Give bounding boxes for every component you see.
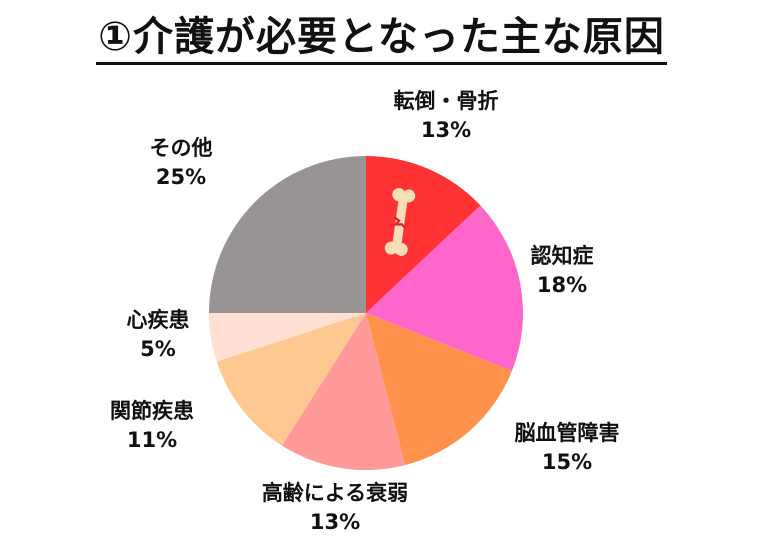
slice-label: 認知症 <box>531 244 594 268</box>
slice-label: 転倒・骨折 <box>394 89 499 113</box>
slice-label: 心疾患 <box>127 308 190 332</box>
slice-label: 関節疾患 <box>110 399 194 423</box>
slice-value-label: 15% <box>542 450 592 474</box>
slice-value-label: 18% <box>537 273 587 297</box>
slice-value-label: 11% <box>127 428 177 452</box>
pie-slice <box>366 313 512 466</box>
slice-value-label: 13% <box>421 118 471 142</box>
slice-label: 高齢による衰弱 <box>262 481 408 505</box>
pie-icons <box>384 188 416 256</box>
pie-slice <box>209 313 366 362</box>
pie-labels: 転倒・骨折 13% 認知症 18% 脳血管障害 15% 高齢による衰弱 13% 関節疾患 11% 心… <box>110 89 620 534</box>
pie-slice <box>216 313 366 446</box>
slice-label: その他 <box>150 136 213 160</box>
slice-value-label: 25% <box>156 165 206 189</box>
slice-value-label: 13% <box>310 510 360 534</box>
pie-slice <box>209 156 366 313</box>
pie-slice <box>281 313 406 471</box>
chart-title-text: ①介護が必要となった主な原因 <box>96 14 667 65</box>
pie-slices <box>209 156 523 471</box>
pie-slice <box>366 205 523 371</box>
slice-value-label: 5% <box>140 337 176 361</box>
slice-label: 脳血管障害 <box>515 421 620 445</box>
chart-title: ①介護が必要となった主な原因 <box>0 4 763 65</box>
bone-icon <box>384 188 416 256</box>
